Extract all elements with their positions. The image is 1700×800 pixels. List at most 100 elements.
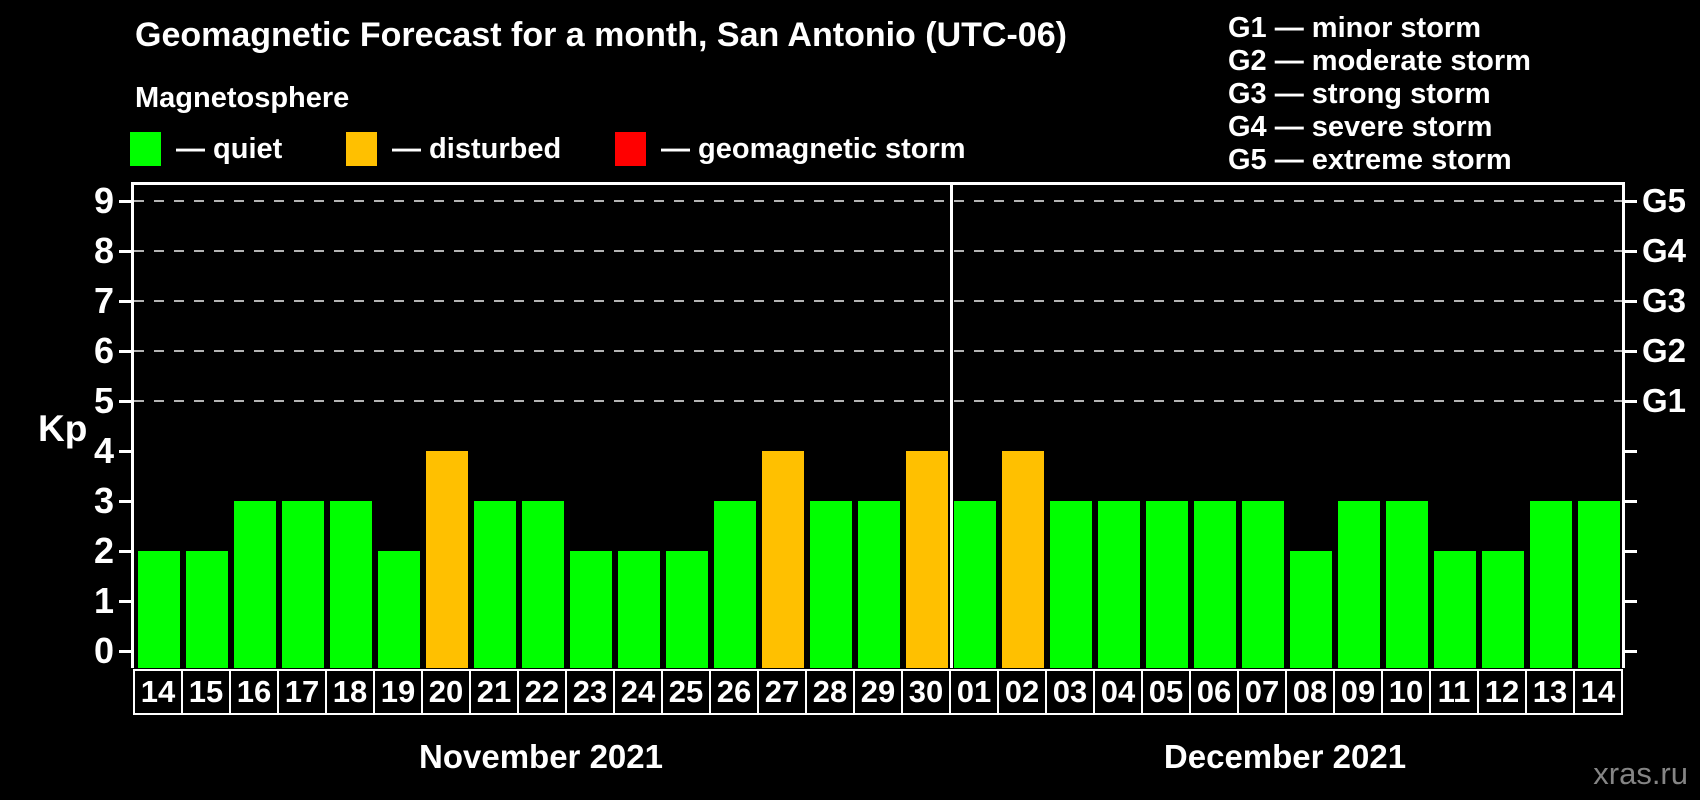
y-axis-tick-label: 5 bbox=[93, 380, 114, 421]
kp-bar-1-02 bbox=[1002, 451, 1044, 668]
legend-item-label: — disturbed bbox=[392, 132, 562, 165]
kp-bar-0-28 bbox=[810, 501, 852, 668]
day-label-cell: 16 bbox=[229, 669, 279, 715]
kp-bar-0-23 bbox=[570, 551, 612, 668]
day-label-cell: 17 bbox=[277, 669, 327, 715]
right-axis-tick bbox=[1625, 600, 1637, 603]
day-label-cell: 28 bbox=[805, 669, 855, 715]
day-label-cell: 30 bbox=[901, 669, 951, 715]
day-label-cell: 02 bbox=[997, 669, 1047, 715]
kp-gridline-5 bbox=[134, 400, 1622, 402]
day-label-cell: 18 bbox=[325, 669, 375, 715]
legend-item-disturbed: — disturbed bbox=[346, 131, 561, 167]
plot-area bbox=[131, 182, 1625, 668]
kp-bar-1-11 bbox=[1434, 551, 1476, 668]
day-label-cell: 14 bbox=[133, 669, 183, 715]
day-label-cell: 13 bbox=[1525, 669, 1575, 715]
day-label-cell: 07 bbox=[1237, 669, 1287, 715]
page-title: Geomagnetic Forecast for a month, San An… bbox=[135, 16, 1067, 54]
y-axis-tick-label: 0 bbox=[93, 630, 114, 671]
kp-bar-1-08 bbox=[1290, 551, 1332, 668]
y-axis-tick bbox=[119, 300, 131, 303]
day-label-cell: 21 bbox=[469, 669, 519, 715]
month-divider-line bbox=[950, 185, 953, 668]
right-axis-tick bbox=[1625, 500, 1637, 503]
kp-bar-0-20 bbox=[426, 451, 468, 668]
kp-gridline-8 bbox=[134, 250, 1622, 252]
kp-gridline-9 bbox=[134, 200, 1622, 202]
day-label-cell: 08 bbox=[1285, 669, 1335, 715]
y-axis-tick-label: 1 bbox=[93, 580, 114, 621]
kp-bar-1-01 bbox=[954, 501, 996, 668]
kp-bar-1-09 bbox=[1338, 501, 1380, 668]
y-axis-tick bbox=[119, 650, 131, 653]
kp-bar-0-15 bbox=[186, 551, 228, 668]
y-axis-tick bbox=[119, 450, 131, 453]
kp-bar-0-17 bbox=[282, 501, 324, 668]
g-legend-line-2: G2 — moderate storm bbox=[1228, 45, 1531, 77]
y-axis-tick bbox=[119, 600, 131, 603]
y-axis-tick-label: 2 bbox=[93, 530, 114, 571]
y-axis-tick bbox=[119, 400, 131, 403]
right-axis-label-g2: G2 bbox=[1642, 332, 1687, 369]
g-legend-line-4: G4 — severe storm bbox=[1228, 111, 1493, 143]
y-axis-tick-label: 6 bbox=[93, 330, 114, 371]
y-axis-tick-label: 4 bbox=[93, 430, 114, 471]
quiet-swatch-icon bbox=[130, 132, 161, 166]
kp-bar-1-05 bbox=[1146, 501, 1188, 668]
day-label-cell: 19 bbox=[373, 669, 423, 715]
y-axis-tick bbox=[119, 500, 131, 503]
kp-bar-0-27 bbox=[762, 451, 804, 668]
y-axis-tick-label: 8 bbox=[93, 230, 114, 271]
kp-bar-1-12 bbox=[1482, 551, 1524, 668]
right-axis-label-g3: G3 bbox=[1642, 282, 1687, 319]
day-label-cell: 29 bbox=[853, 669, 903, 715]
right-axis-tick bbox=[1625, 650, 1637, 653]
legend-item-storm: — geomagnetic storm bbox=[615, 131, 966, 167]
kp-bar-0-24 bbox=[618, 551, 660, 668]
y-axis-tick bbox=[119, 350, 131, 353]
legend-item-quiet: — quiet bbox=[130, 131, 282, 167]
kp-bar-0-30 bbox=[906, 451, 948, 668]
kp-bar-0-25 bbox=[666, 551, 708, 668]
kp-bar-0-26 bbox=[714, 501, 756, 668]
right-axis-tick bbox=[1625, 200, 1637, 203]
legend-item-label: — quiet bbox=[176, 132, 283, 165]
right-axis-label-g1: G1 bbox=[1642, 382, 1687, 419]
day-label-cell: 22 bbox=[517, 669, 567, 715]
day-label-cell: 09 bbox=[1333, 669, 1383, 715]
g-legend-line-1: G1 — minor storm bbox=[1228, 12, 1481, 44]
y-axis-title: Kp bbox=[38, 408, 88, 449]
disturbed-swatch-icon bbox=[346, 132, 377, 166]
legend-item-label: — geomagnetic storm bbox=[661, 132, 966, 165]
kp-bar-0-19 bbox=[378, 551, 420, 668]
kp-gridline-6 bbox=[134, 350, 1622, 352]
right-axis-tick bbox=[1625, 250, 1637, 253]
kp-bar-0-29 bbox=[858, 501, 900, 668]
kp-bar-1-04 bbox=[1098, 501, 1140, 668]
day-label-cell: 24 bbox=[613, 669, 663, 715]
magnetosphere-subtitle: Magnetosphere bbox=[135, 82, 350, 114]
kp-bar-0-14 bbox=[138, 551, 180, 668]
y-axis-tick bbox=[119, 550, 131, 553]
right-axis-tick bbox=[1625, 400, 1637, 403]
kp-bar-1-03 bbox=[1050, 501, 1092, 668]
day-label-cell: 23 bbox=[565, 669, 615, 715]
kp-bar-1-07 bbox=[1242, 501, 1284, 668]
right-axis-label-g4: G4 bbox=[1642, 232, 1687, 269]
day-label-cell: 03 bbox=[1045, 669, 1095, 715]
right-axis-tick bbox=[1625, 450, 1637, 453]
g-legend-line-3: G3 — strong storm bbox=[1228, 78, 1491, 110]
y-axis-tick-label: 7 bbox=[93, 280, 114, 321]
day-label-cell: 04 bbox=[1093, 669, 1143, 715]
kp-bar-1-06 bbox=[1194, 501, 1236, 668]
right-axis-tick bbox=[1625, 350, 1637, 353]
watermark: xras.ru bbox=[1593, 756, 1688, 791]
kp-bar-0-22 bbox=[522, 501, 564, 668]
day-label-cell: 26 bbox=[709, 669, 759, 715]
kp-bar-1-14 bbox=[1578, 501, 1620, 668]
g-legend-line-5: G5 — extreme storm bbox=[1228, 144, 1512, 176]
y-axis-tick bbox=[119, 250, 131, 253]
right-axis-label-g5: G5 bbox=[1642, 182, 1687, 219]
